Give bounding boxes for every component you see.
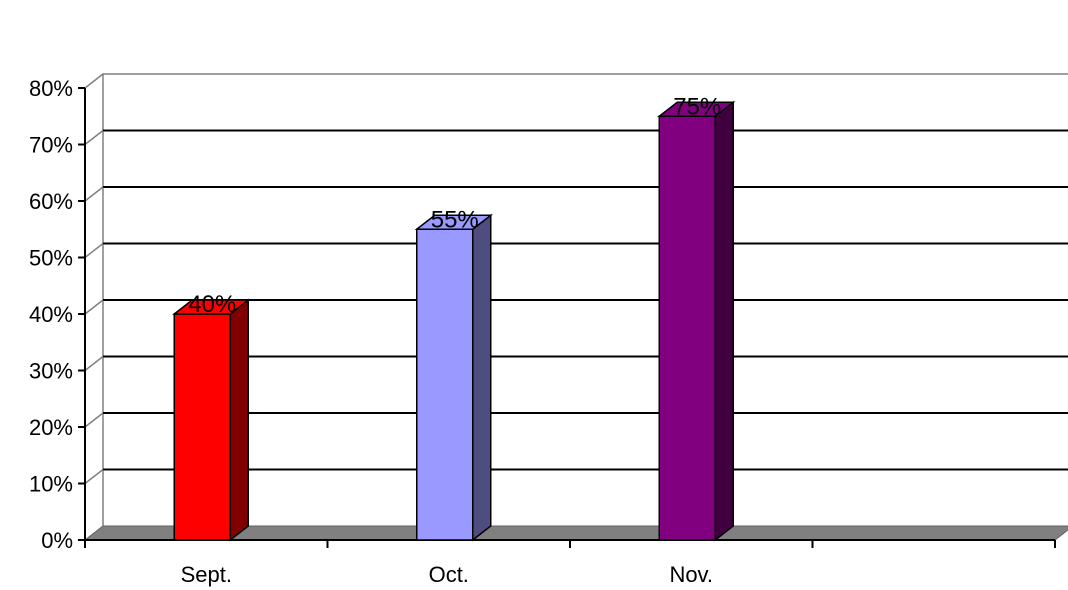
data-label: 55%: [431, 206, 479, 233]
bar: [659, 102, 733, 540]
y-tick-label: 0%: [41, 528, 73, 553]
x-tick-label: Oct.: [429, 562, 469, 587]
y-tick-label: 60%: [29, 189, 73, 214]
side-gridline: [85, 470, 103, 484]
x-tick-label: Sept.: [181, 562, 232, 587]
y-tick-label: 50%: [29, 246, 73, 271]
side-gridline: [85, 187, 103, 201]
side-gridline: [85, 357, 103, 371]
side-gridline: [85, 131, 103, 145]
bar: [417, 215, 491, 540]
bar-side: [230, 300, 248, 540]
bar-side: [473, 215, 491, 540]
y-tick-label: 80%: [29, 76, 73, 101]
bars: [174, 102, 733, 540]
y-tick-label: 40%: [29, 302, 73, 327]
side-gridline: [85, 244, 103, 258]
y-tick-label: 20%: [29, 415, 73, 440]
data-label: 40%: [188, 291, 236, 318]
side-gridline: [85, 413, 103, 427]
x-tick-label: Nov.: [669, 562, 713, 587]
bar-front: [417, 229, 473, 540]
bar-side: [715, 102, 733, 540]
labels: 0% 10% 20% 30% 40% 50% 60% 70% 80% Sept. Oct. Nov. 4…: [29, 76, 721, 587]
data-label: 75%: [673, 93, 721, 120]
y-tick-label: 70%: [29, 133, 73, 158]
side-gridline: [85, 300, 103, 314]
bar-front: [174, 314, 230, 540]
y-tick-label: 30%: [29, 359, 73, 384]
side-wall-top-edge: [85, 74, 103, 88]
bar-front: [659, 116, 715, 540]
y-tick-label: 10%: [29, 472, 73, 497]
bar: [174, 300, 248, 540]
